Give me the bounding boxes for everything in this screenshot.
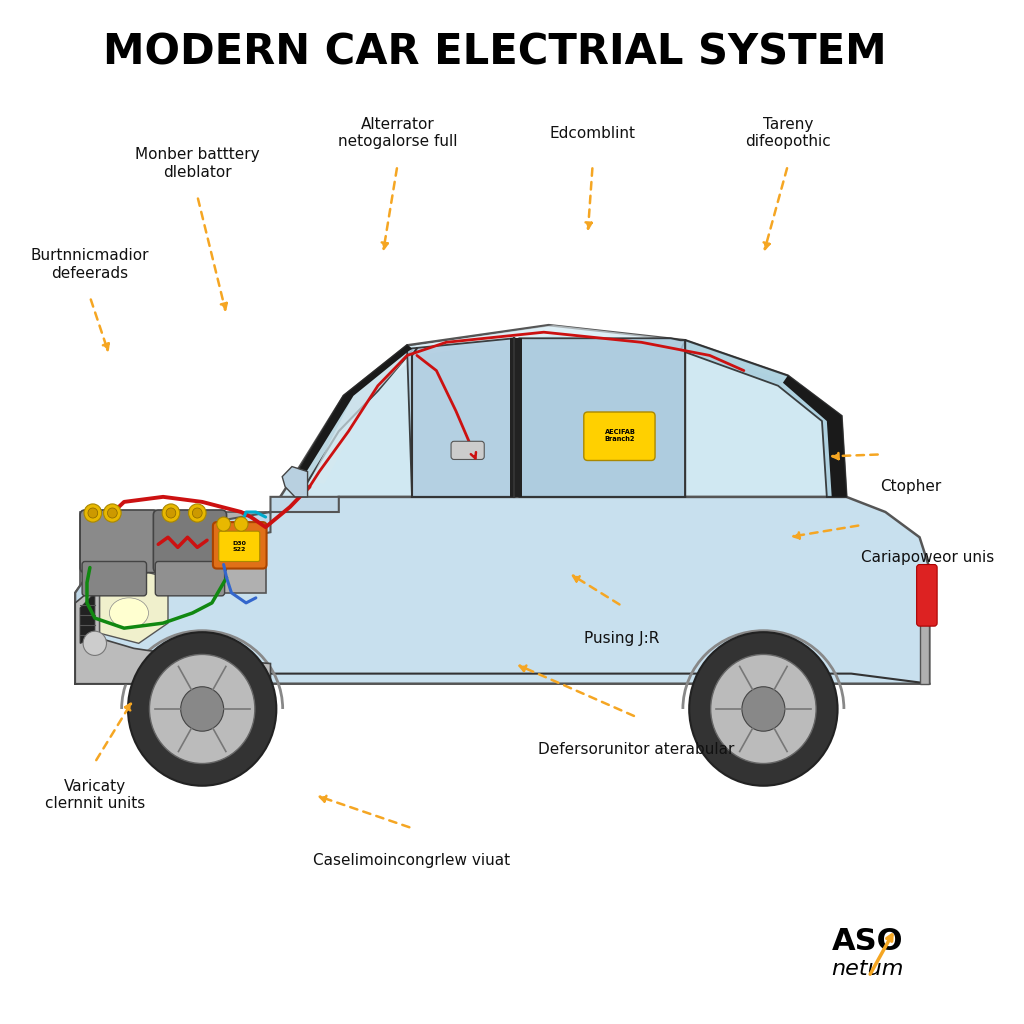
Text: Pusing J:R: Pusing J:R bbox=[584, 631, 659, 646]
Circle shape bbox=[128, 632, 276, 785]
Circle shape bbox=[162, 504, 179, 522]
Circle shape bbox=[84, 504, 101, 522]
Polygon shape bbox=[309, 355, 402, 483]
FancyBboxPatch shape bbox=[451, 441, 484, 460]
Polygon shape bbox=[76, 497, 930, 684]
Polygon shape bbox=[80, 593, 95, 643]
Polygon shape bbox=[80, 512, 265, 593]
Text: Cariapoweor unis: Cariapoweor unis bbox=[861, 550, 994, 565]
Polygon shape bbox=[344, 326, 803, 402]
Polygon shape bbox=[295, 345, 412, 476]
Polygon shape bbox=[270, 326, 847, 512]
Text: Burtnnicmadior
defeerads: Burtnnicmadior defeerads bbox=[31, 249, 150, 281]
FancyBboxPatch shape bbox=[219, 531, 260, 561]
Polygon shape bbox=[408, 338, 514, 497]
Text: Monber batttery
dleblator: Monber batttery dleblator bbox=[135, 147, 260, 179]
Ellipse shape bbox=[110, 598, 148, 628]
Text: Caselimoincongrlew viuat: Caselimoincongrlew viuat bbox=[313, 853, 511, 868]
Text: AECIFAB
Branch2: AECIFAB Branch2 bbox=[604, 429, 635, 441]
Polygon shape bbox=[76, 583, 270, 684]
Polygon shape bbox=[99, 572, 168, 643]
Text: Ctopher: Ctopher bbox=[881, 479, 942, 495]
Text: D30
S22: D30 S22 bbox=[232, 541, 246, 552]
FancyBboxPatch shape bbox=[156, 561, 224, 596]
Circle shape bbox=[180, 687, 223, 731]
FancyBboxPatch shape bbox=[213, 522, 266, 568]
Text: Defersorunitor aterabular: Defersorunitor aterabular bbox=[539, 741, 734, 757]
Polygon shape bbox=[76, 497, 339, 613]
Polygon shape bbox=[283, 467, 307, 497]
FancyBboxPatch shape bbox=[916, 564, 937, 626]
FancyBboxPatch shape bbox=[584, 412, 655, 461]
Text: Tareny
difeopothic: Tareny difeopothic bbox=[744, 117, 830, 150]
Circle shape bbox=[188, 504, 206, 522]
Circle shape bbox=[234, 517, 248, 531]
Circle shape bbox=[193, 508, 202, 518]
Circle shape bbox=[217, 517, 230, 531]
Polygon shape bbox=[783, 376, 847, 497]
Circle shape bbox=[742, 687, 784, 731]
Circle shape bbox=[83, 631, 106, 655]
Polygon shape bbox=[124, 527, 265, 574]
Text: Varicaty
clernnit units: Varicaty clernnit units bbox=[45, 778, 145, 811]
FancyBboxPatch shape bbox=[599, 441, 633, 460]
Text: ASO: ASO bbox=[831, 927, 903, 955]
Text: MODERN CAR ELECTRIAL SYSTEM: MODERN CAR ELECTRIAL SYSTEM bbox=[103, 32, 887, 74]
Circle shape bbox=[689, 632, 838, 785]
Circle shape bbox=[150, 654, 255, 764]
Polygon shape bbox=[920, 567, 930, 684]
Polygon shape bbox=[680, 340, 847, 497]
Circle shape bbox=[108, 508, 117, 518]
Circle shape bbox=[166, 508, 176, 518]
Polygon shape bbox=[519, 338, 685, 497]
Circle shape bbox=[711, 654, 816, 764]
FancyBboxPatch shape bbox=[154, 510, 226, 572]
Polygon shape bbox=[510, 338, 522, 497]
Polygon shape bbox=[295, 345, 412, 486]
Text: Alterrator
netogalorse full: Alterrator netogalorse full bbox=[338, 117, 457, 150]
Circle shape bbox=[88, 508, 97, 518]
Circle shape bbox=[103, 504, 121, 522]
FancyBboxPatch shape bbox=[80, 510, 159, 572]
Text: netum: netum bbox=[831, 958, 904, 979]
Text: Edcomblint: Edcomblint bbox=[550, 126, 636, 140]
FancyBboxPatch shape bbox=[82, 561, 146, 596]
